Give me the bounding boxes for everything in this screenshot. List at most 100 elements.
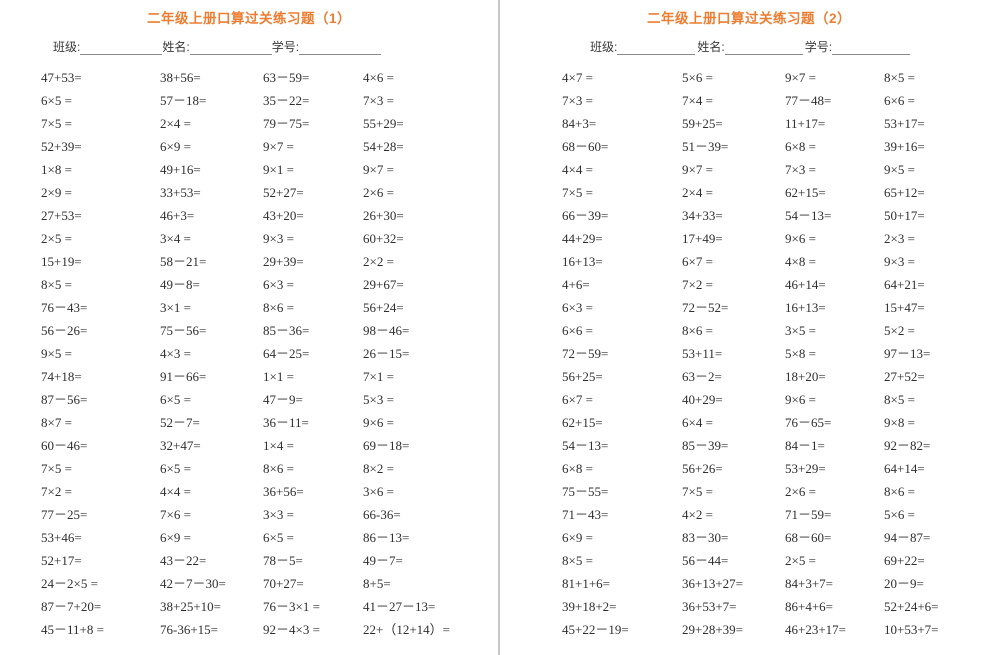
name-blank-line bbox=[189, 42, 272, 55]
problem: 54－13= bbox=[785, 208, 832, 223]
problem: 8×7 = bbox=[41, 415, 72, 430]
problem: 57－18= bbox=[160, 93, 207, 108]
problem: 6×9 = bbox=[160, 530, 191, 545]
problem: 41－27－13= bbox=[363, 599, 436, 614]
problem: 4×7 = bbox=[562, 70, 593, 85]
problem: 86+4+6= bbox=[785, 599, 833, 614]
problem: 6×7 = bbox=[682, 254, 713, 269]
problem: 52+17= bbox=[41, 553, 82, 568]
problem: 52+39= bbox=[41, 139, 82, 154]
problem: 46+23+17= bbox=[785, 622, 846, 637]
problem: 47－9= bbox=[263, 392, 303, 407]
problem: 75－55= bbox=[562, 484, 609, 499]
problem: 71－59= bbox=[785, 507, 832, 522]
name-label: 姓名: bbox=[697, 40, 725, 54]
problem: 7×3 = bbox=[562, 93, 593, 108]
problem: 1×4 = bbox=[263, 438, 294, 453]
problem: 4×3 = bbox=[160, 346, 191, 361]
problem: 36+13+27= bbox=[682, 576, 743, 591]
problem: 3×3 = bbox=[263, 507, 294, 522]
problem: 6×4 = bbox=[682, 415, 713, 430]
problem: 6×5 = bbox=[263, 530, 294, 545]
problem: 84－1= bbox=[785, 438, 825, 453]
problem: 84+3+7= bbox=[785, 576, 833, 591]
problem: 4×8 = bbox=[785, 254, 816, 269]
problem: 66－39= bbox=[562, 208, 609, 223]
problem: 2×6 = bbox=[363, 185, 394, 200]
problem: 9×6 = bbox=[785, 392, 816, 407]
problem: 9×6 = bbox=[363, 415, 394, 430]
problem: 8×6 = bbox=[682, 323, 713, 338]
problem: 78－5= bbox=[263, 553, 303, 568]
problem: 5×8 = bbox=[785, 346, 816, 361]
problem: 62+15= bbox=[562, 415, 603, 430]
problem: 69+22= bbox=[884, 553, 925, 568]
problem: 33+53= bbox=[160, 185, 201, 200]
problem: 38+25+10= bbox=[160, 599, 221, 614]
problem: 1×1 = bbox=[263, 369, 294, 384]
problem: 43－22= bbox=[160, 553, 207, 568]
problem: 53+11= bbox=[682, 346, 723, 361]
problem: 44+29= bbox=[562, 231, 603, 246]
problem: 16+13= bbox=[562, 254, 603, 269]
worksheet-page-2: 二年级上册口算过关练习题（2） 班级: 姓名: 学号: 4×7 = 5×6 = 9×7 … bbox=[500, 0, 998, 655]
problem: 53+29= bbox=[785, 461, 826, 476]
class-label: 班级: bbox=[590, 40, 618, 54]
problem: 8×6 = bbox=[263, 300, 294, 315]
problem: 94－87= bbox=[884, 530, 931, 545]
problem: 40+29= bbox=[682, 392, 723, 407]
problem: 92－82= bbox=[884, 438, 931, 453]
problem: 9×5 = bbox=[41, 346, 72, 361]
problem: 83－30= bbox=[682, 530, 729, 545]
student-info-line: 班级: 姓名: 学号: bbox=[500, 38, 998, 55]
problem: 2×2 = bbox=[363, 254, 394, 269]
problem: 76-36+15= bbox=[160, 622, 218, 637]
problem: 49－8= bbox=[160, 277, 200, 292]
class-blank-line bbox=[617, 42, 696, 55]
problem: 8×5 = bbox=[562, 553, 593, 568]
problem: 5×6 = bbox=[682, 70, 713, 85]
problem: 54+28= bbox=[363, 139, 404, 154]
problem: 6×9 = bbox=[562, 530, 593, 545]
problem: 6×9 = bbox=[160, 139, 191, 154]
problem: 58－21= bbox=[160, 254, 207, 269]
problem: 59+25= bbox=[682, 116, 723, 131]
problem: 36+56= bbox=[263, 484, 304, 499]
problem: 9×7 = bbox=[785, 70, 816, 85]
problems-grid: 4×7 = 5×6 = 9×7 = 8×5 = 7×3 = 7×4 = 77－48= 6×6 … bbox=[500, 66, 998, 641]
problem: 29+28+39= bbox=[682, 622, 743, 637]
problem: 20－9= bbox=[884, 576, 924, 591]
problem: 15+47= bbox=[884, 300, 925, 315]
student-id-label: 学号: bbox=[804, 40, 833, 54]
problem: 38+56= bbox=[160, 70, 201, 85]
problem: 9×8 = bbox=[884, 415, 915, 430]
problem: 64+21= bbox=[884, 277, 925, 292]
problem: 9×7 = bbox=[363, 162, 394, 177]
problem: 43+20= bbox=[263, 208, 304, 223]
problem: 54－13= bbox=[562, 438, 609, 453]
problem: 8×5 = bbox=[41, 277, 72, 292]
problem: 2×4 = bbox=[682, 185, 713, 200]
problem: 76－43= bbox=[41, 300, 88, 315]
problem: 24－2×5 = bbox=[41, 576, 98, 591]
problem: 39+18+2= bbox=[562, 599, 617, 614]
problem: 85－36= bbox=[263, 323, 310, 338]
problem: 7×2 = bbox=[682, 277, 713, 292]
problem: 47+53= bbox=[41, 70, 82, 85]
problem: 64+14= bbox=[884, 461, 925, 476]
problem: 4×2 = bbox=[682, 507, 713, 522]
problem: 15+19= bbox=[41, 254, 82, 269]
problem: 36－11= bbox=[263, 415, 309, 430]
problem: 6×8 = bbox=[785, 139, 816, 154]
student-info-line: 班级: 姓名: 学号: bbox=[0, 38, 498, 55]
problem: 49－7= bbox=[363, 553, 403, 568]
problem: 85－39= bbox=[682, 438, 729, 453]
problem: 8×6 = bbox=[884, 484, 915, 499]
problem: 46+14= bbox=[785, 277, 826, 292]
problem: 5×2 = bbox=[884, 323, 915, 338]
problem: 87－7+20= bbox=[41, 599, 102, 614]
problem: 72－52= bbox=[682, 300, 729, 315]
problem: 70+27= bbox=[263, 576, 304, 591]
problem: 35－22= bbox=[263, 93, 310, 108]
